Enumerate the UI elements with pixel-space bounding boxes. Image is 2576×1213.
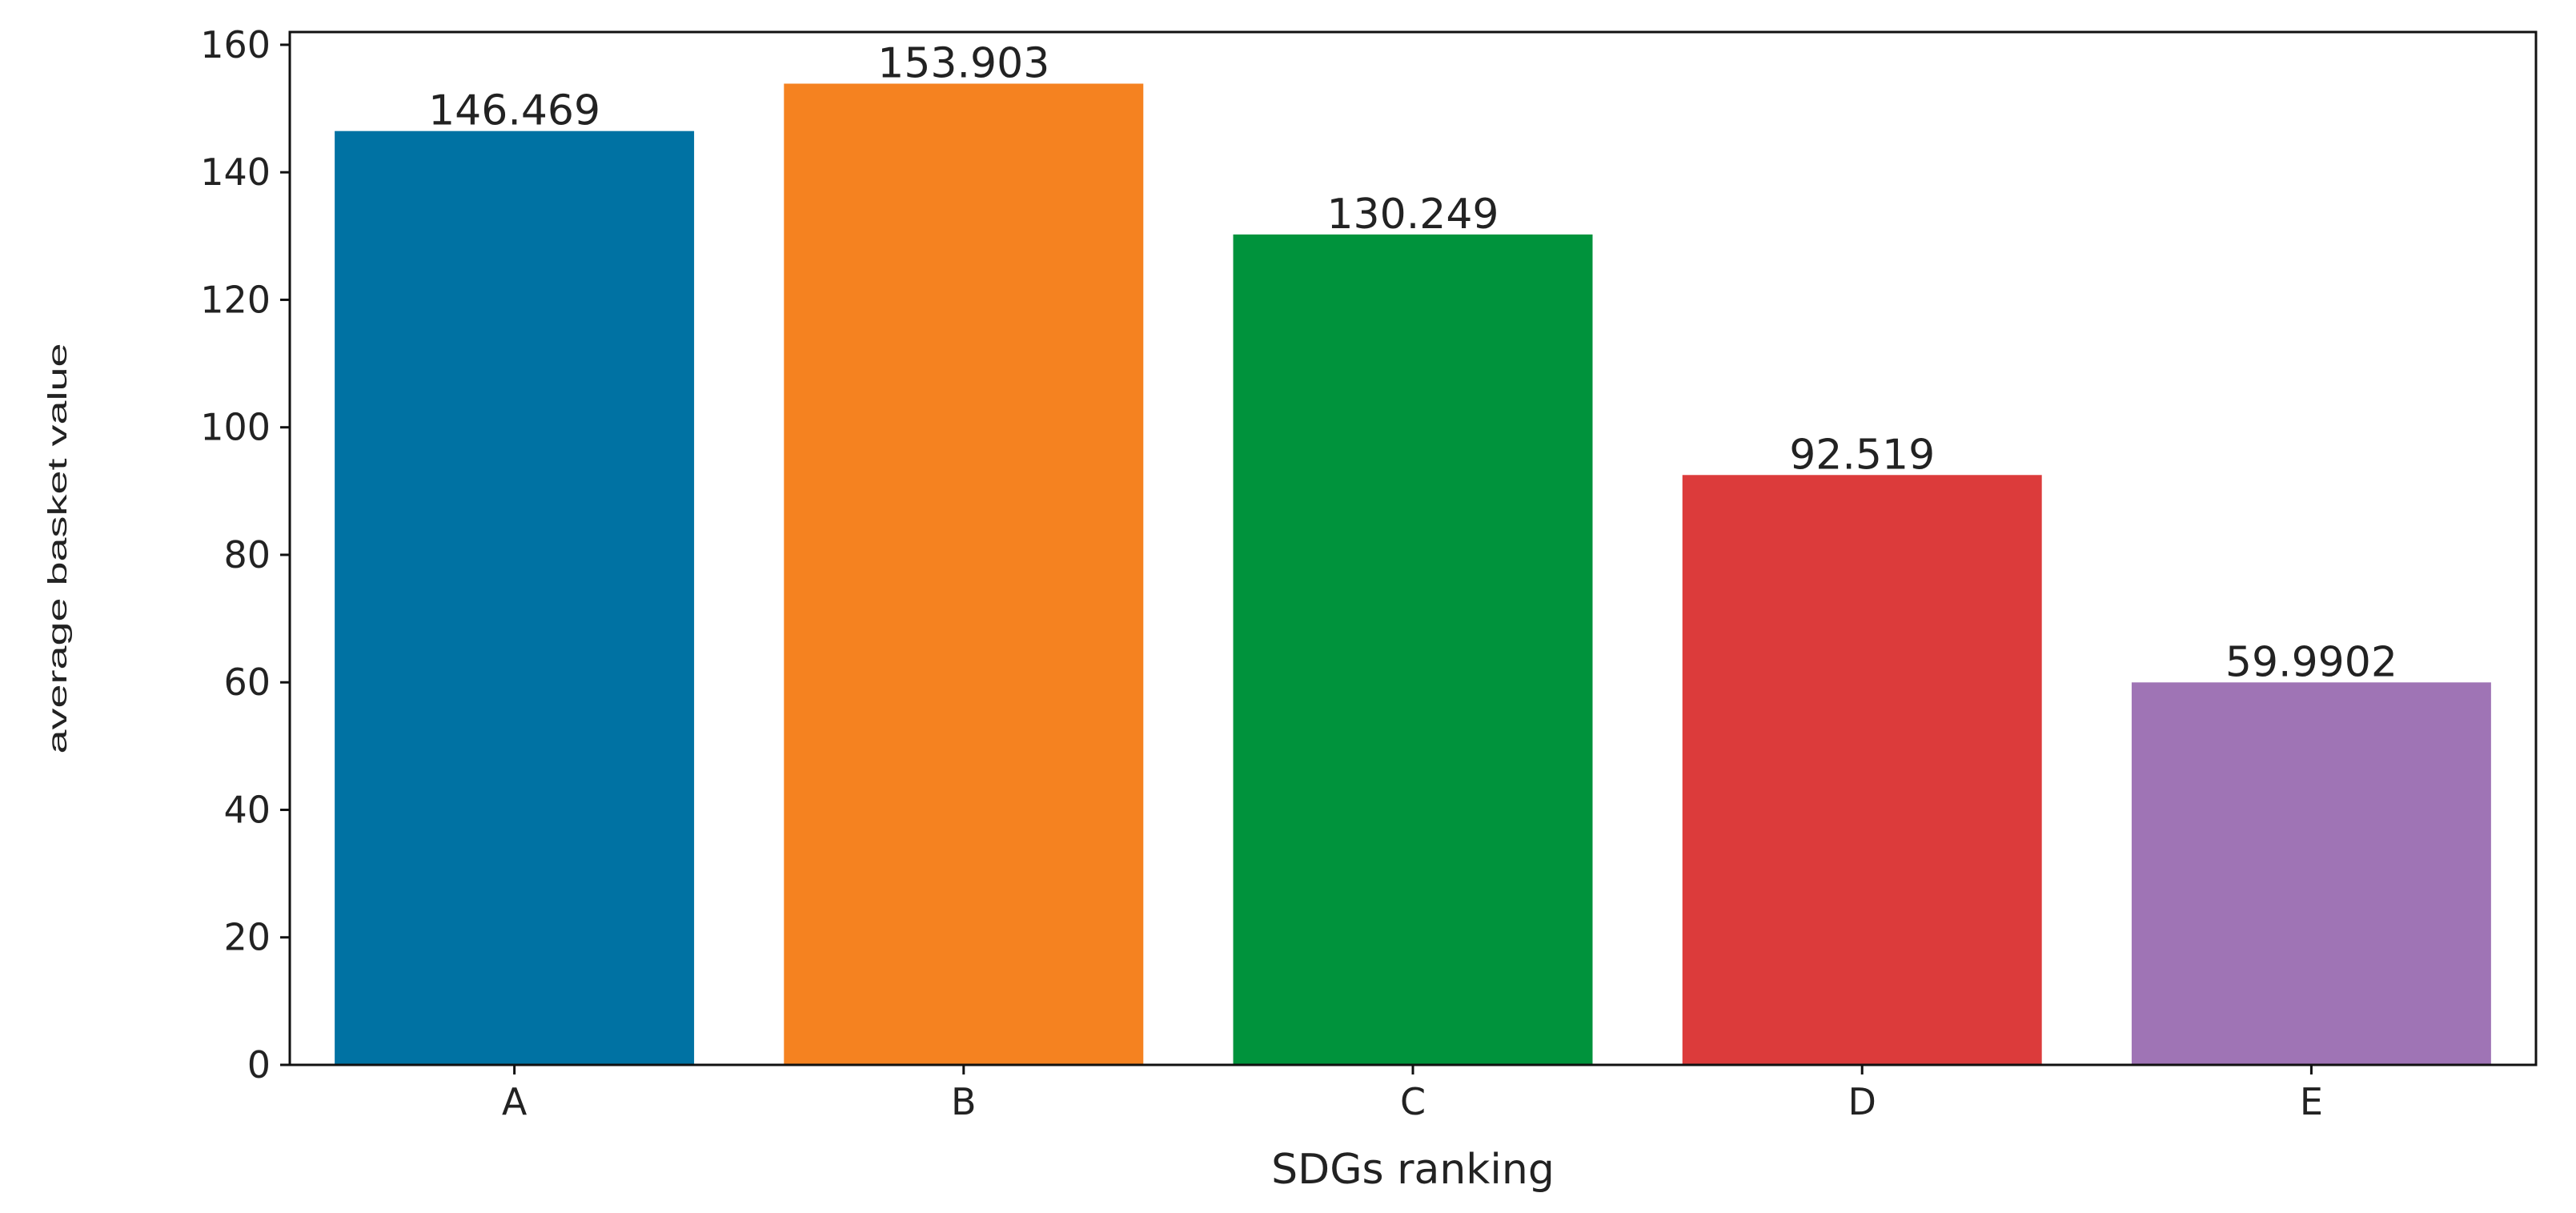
x-tick-label: B [951,1080,977,1123]
data-label-c: 130.249 [1326,191,1499,239]
y-tick-label: 0 [247,1043,271,1086]
bars-group [335,83,2491,1066]
y-tick-label: 120 [200,278,271,321]
y-axis-ticks: 0 20 40 60 80 100 120 140 160 [200,23,290,1086]
y-tick-label: 40 [223,788,271,831]
data-label-a: 146.469 [428,87,600,135]
x-axis-ticks: A B C D E [502,1065,2323,1123]
y-axis-title: average basket value [42,343,73,753]
y-tick-label: 140 [200,151,271,194]
data-label-b: 153.903 [877,39,1049,87]
y-tick-label: 100 [200,406,271,449]
data-label-e: 59.9902 [2225,638,2397,686]
bar-e [2131,682,2491,1065]
x-tick-label: E [2300,1080,2323,1123]
y-tick-label: 20 [223,916,271,959]
y-tick-label: 60 [223,661,271,704]
y-tick-label: 160 [200,23,271,66]
bar-d [1682,475,2042,1065]
bar-b [784,83,1144,1066]
bar-c [1233,234,1593,1065]
x-tick-label: A [502,1080,528,1123]
data-label-d: 92.519 [1789,431,1935,479]
bar-a [335,131,695,1066]
x-tick-label: D [1848,1080,1876,1123]
x-axis-title: SDGs ranking [1271,1146,1555,1194]
data-labels-group: 146.469 153.903 130.249 92.519 59.9902 [428,39,2397,686]
x-tick-label: C [1400,1080,1426,1123]
y-tick-label: 80 [223,533,271,576]
